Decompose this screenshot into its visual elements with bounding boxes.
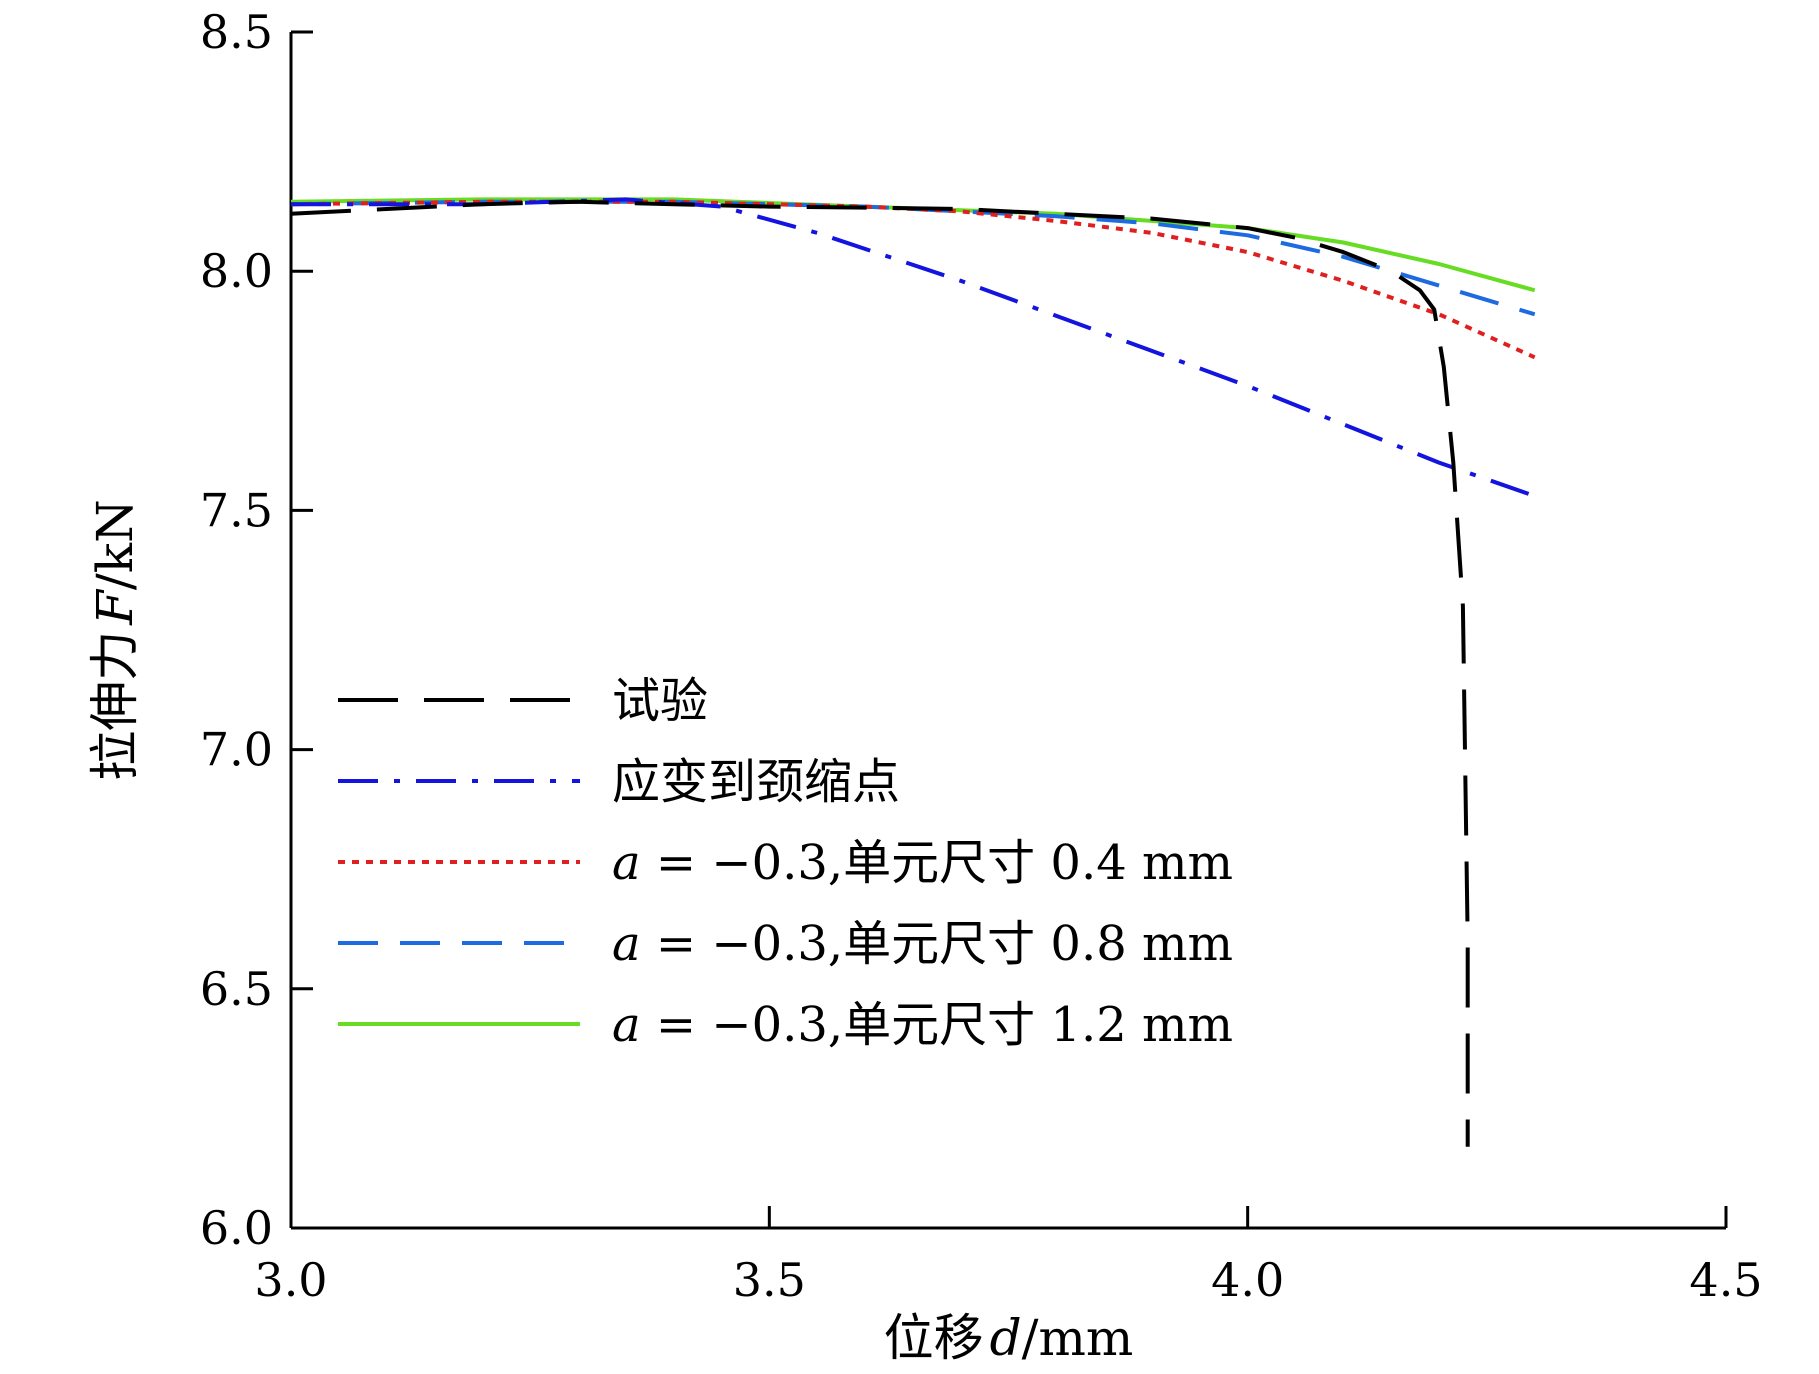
legend-label-text: = −0.3,单元尺寸 1.2 mm bbox=[641, 997, 1233, 1053]
y-tick-label: 7.5 bbox=[200, 483, 273, 537]
legend-label-text: 应变到颈缩点 bbox=[612, 754, 900, 810]
x-axis-title-symbol: d bbox=[990, 1309, 1022, 1367]
y-axis-title-prefix: 拉伸力 bbox=[86, 631, 144, 781]
x-tick-label: 4.5 bbox=[1689, 1253, 1762, 1307]
y-tick-label: 8.0 bbox=[200, 244, 273, 298]
y-axis-title-symbol: F bbox=[86, 588, 144, 626]
y-tick-label: 6.5 bbox=[200, 962, 273, 1016]
x-tick-label: 3.0 bbox=[254, 1253, 327, 1307]
legend-label: 试验 bbox=[612, 673, 708, 729]
legend-label-variable: a bbox=[612, 835, 641, 891]
series-line bbox=[290, 197, 1536, 293]
legend-label: a = −0.3,单元尺寸 0.8 mm bbox=[612, 916, 1233, 972]
x-tick-label: 4.0 bbox=[1211, 1253, 1284, 1307]
legend-label: a = −0.3,单元尺寸 0.4 mm bbox=[612, 835, 1233, 891]
legend-label: a = −0.3,单元尺寸 1.2 mm bbox=[612, 997, 1233, 1053]
y-ticks: 6.0 6.5 7.0 7.5 8.0 8.5 bbox=[200, 5, 313, 1255]
x-ticks: 3.0 3.5 4.0 4.5 bbox=[254, 1206, 1763, 1307]
y-tick-label: 6.0 bbox=[200, 1201, 273, 1255]
x-axis-title-unit: /mm bbox=[1022, 1309, 1134, 1367]
x-axis-title-prefix: 位移 bbox=[884, 1309, 984, 1367]
y-tick-label: 8.5 bbox=[200, 5, 273, 59]
legend-label-text: = −0.3,单元尺寸 0.4 mm bbox=[641, 835, 1233, 891]
series-group bbox=[290, 197, 1536, 1147]
x-tick-label: 3.5 bbox=[733, 1253, 806, 1307]
series-line bbox=[290, 199, 1536, 317]
x-axis-title: 位移 d/mm bbox=[884, 1309, 1134, 1367]
y-tick-label: 7.0 bbox=[200, 723, 273, 777]
legend-label-text: 试验 bbox=[612, 673, 708, 729]
legend-label: 应变到颈缩点 bbox=[612, 754, 900, 810]
legend-label-variable: a bbox=[612, 997, 641, 1053]
y-axis-title: 拉伸力 F/kN bbox=[86, 499, 144, 781]
series-line bbox=[290, 199, 1470, 1147]
y-axis-title-unit: /kN bbox=[86, 499, 144, 590]
legend-label-text: = −0.3,单元尺寸 0.8 mm bbox=[641, 916, 1233, 972]
series-line bbox=[290, 199, 1536, 360]
legend-label-variable: a bbox=[612, 916, 641, 972]
series-line bbox=[291, 197, 1536, 498]
axes bbox=[289, 32, 1726, 1230]
